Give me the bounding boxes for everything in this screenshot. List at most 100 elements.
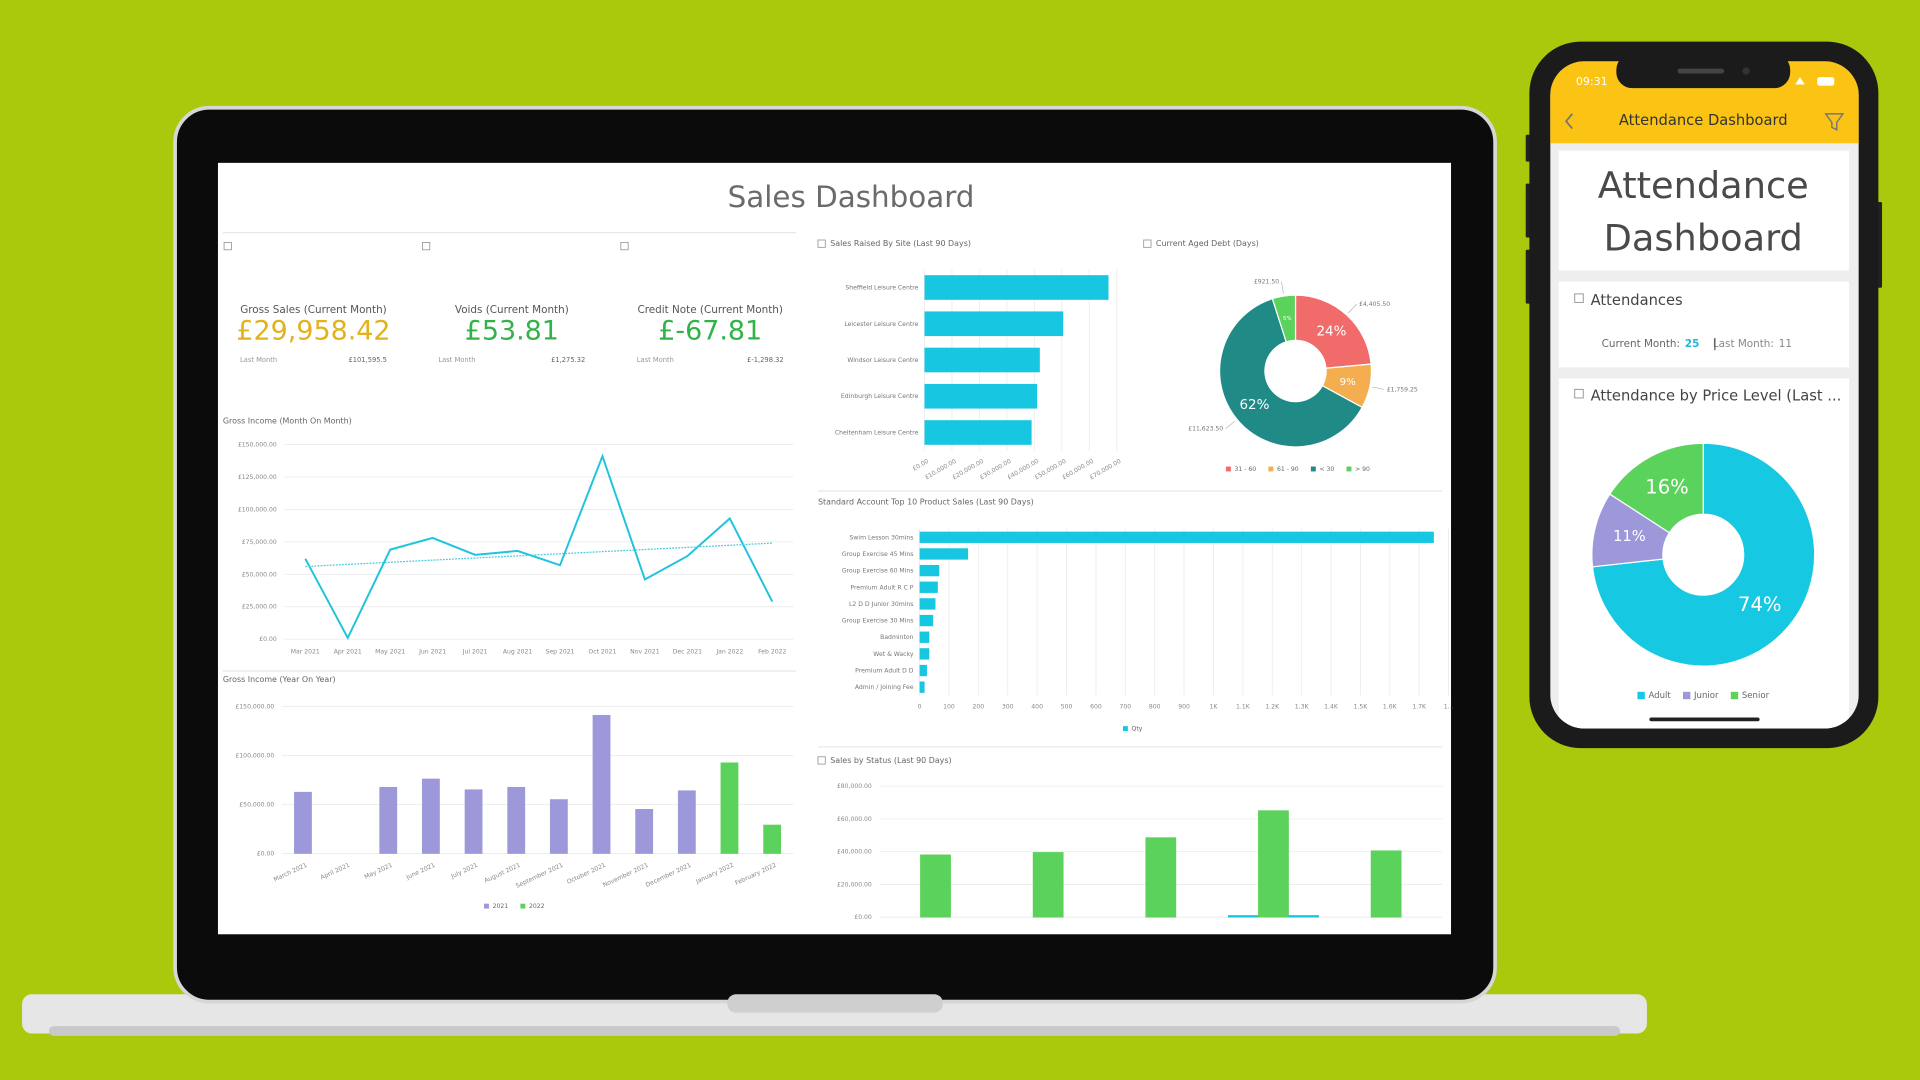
chart-title: Gross Income (Month On Month): [223, 417, 352, 426]
x-tick-label: Jan 2022: [715, 648, 743, 655]
x-tick-label: Sep 2021: [545, 648, 574, 655]
kpi-last-value: £1,275.32: [551, 356, 585, 364]
y-tick-label: £150,000.00: [238, 441, 277, 448]
legend: 31 - 60 61 - 90 < 30 > 90: [1225, 466, 1370, 473]
x-tick-label: 800: [1149, 704, 1161, 711]
x-tick-label: May 2021: [375, 648, 405, 655]
donut-segment: [1294, 294, 1372, 369]
legend-label: Adult: [1648, 691, 1671, 701]
line-series: [304, 453, 774, 641]
back-button[interactable]: [1564, 113, 1573, 130]
laptop-notch: [727, 994, 943, 1013]
x-tick-label: 1.5K: [1354, 704, 1369, 711]
bar: [294, 791, 312, 854]
segment-label: 5%: [1283, 316, 1292, 322]
panel-icon: [620, 242, 629, 251]
bar: [924, 347, 1040, 373]
card-title: Attendances: [1591, 292, 1683, 309]
kpi-last-value: £-1,298.32: [747, 356, 784, 364]
y-tick-label: £50,000.00: [239, 801, 274, 808]
y-tick-label: £60,000.00: [837, 816, 872, 823]
laptop-base: [22, 994, 1647, 1034]
bar: [549, 799, 568, 854]
kpi-last-label: Last Month: [637, 356, 674, 364]
bar: [464, 789, 483, 854]
legend: 2021 2022: [484, 903, 545, 910]
legend-swatch: [1683, 691, 1691, 700]
bar: [635, 809, 654, 854]
chart-title: Current Aged Debt (Days): [1156, 239, 1259, 248]
x-tick-label: 1.6K: [1383, 704, 1398, 711]
x-tick-label: 500: [1061, 704, 1073, 711]
chart-title: Gross Income (Year On Year): [223, 675, 336, 684]
header-title: Attendance Dashboard: [1619, 112, 1788, 129]
y-tick-label: Leicester Leisure Centre: [844, 321, 918, 328]
laptop-base-shadow: [48, 1026, 1620, 1036]
legend: Adult Junior Senior: [1637, 691, 1770, 701]
donut-segment: [1608, 442, 1704, 534]
y-tick-label: Premium Adult D D: [855, 668, 914, 675]
x-tick-label: Apr 2021: [334, 648, 362, 655]
filter-button[interactable]: [1824, 113, 1845, 131]
attendance-summary: Current Month: 25 Last Month: 11: [1602, 338, 1792, 350]
phone-camera: [1742, 67, 1750, 75]
kpi-value: £29,958.42: [236, 315, 390, 346]
title-card: [1558, 150, 1849, 271]
leader-line: [1348, 303, 1357, 314]
bar: [920, 854, 951, 918]
x-tick-label: 1K: [1210, 704, 1219, 711]
bar: [1145, 837, 1177, 918]
bar: [1258, 810, 1289, 918]
segment-label: 62%: [1239, 398, 1269, 413]
x-tick-label: 100: [943, 704, 955, 711]
bar: [1228, 915, 1259, 918]
bar: [919, 564, 940, 577]
y-tick-label: £0.00: [259, 636, 277, 643]
y-tick-label: Windsor Leisure Centre: [847, 357, 918, 364]
x-tick-label: Jul 2021: [462, 648, 488, 655]
chart-title: Standard Account Top 10 Product Sales (L…: [818, 498, 1034, 507]
outer-label: £1,759.25: [1387, 386, 1418, 393]
x-tick-label: Nov 2021: [630, 648, 660, 655]
y-tick-label: Badminton: [880, 634, 913, 641]
legend-label: 61 - 90: [1277, 466, 1299, 473]
page-title: Attendance: [1598, 164, 1809, 207]
x-tick-label: Jun 2021: [418, 648, 446, 655]
y-tick-label: Swim Lesson 30mins: [850, 534, 914, 541]
segment-label: 24%: [1316, 325, 1346, 340]
bar: [919, 548, 969, 560]
wifi-icon: [1795, 77, 1805, 85]
legend-label: 2022: [529, 903, 545, 910]
segment-label: 9%: [1340, 377, 1356, 388]
legend: Qty: [1122, 726, 1143, 733]
legend-label: Qty: [1132, 726, 1143, 733]
kpi-last-label: Last Month: [438, 356, 475, 364]
last-label: Last Month:: [1713, 338, 1774, 350]
panel-icon: [817, 239, 826, 248]
x-tick-label: 1.2K: [1265, 704, 1280, 711]
kpi-label: Voids (Current Month): [455, 304, 569, 316]
outer-label: £11,623.50: [1188, 426, 1223, 433]
kpi-value: £53.81: [465, 315, 559, 346]
y-tick-label: £40,000.00: [837, 849, 872, 856]
bar: [924, 311, 1064, 337]
legend-label: < 30: [1319, 466, 1334, 473]
x-tick-label: 1.7K: [1412, 704, 1427, 711]
x-tick-label: 200: [973, 704, 985, 711]
attendances-card: [1558, 281, 1849, 368]
legend-swatch: [1346, 466, 1352, 472]
leader-line: [1281, 281, 1284, 294]
bar: [720, 762, 739, 854]
y-tick-label: £80,000.00: [837, 783, 872, 790]
bar: [1032, 852, 1064, 918]
bar: [919, 648, 930, 660]
legend-label: > 90: [1355, 466, 1370, 473]
bar: [919, 614, 934, 627]
kpi-last-value: £101,595.5: [348, 356, 386, 364]
bar: [924, 383, 1038, 409]
y-tick-label: Admin / Joining Fee: [855, 684, 914, 691]
bar: [677, 790, 696, 854]
y-tick-label: £20,000.00: [837, 881, 872, 888]
kpi-value: £-67.81: [658, 315, 762, 346]
